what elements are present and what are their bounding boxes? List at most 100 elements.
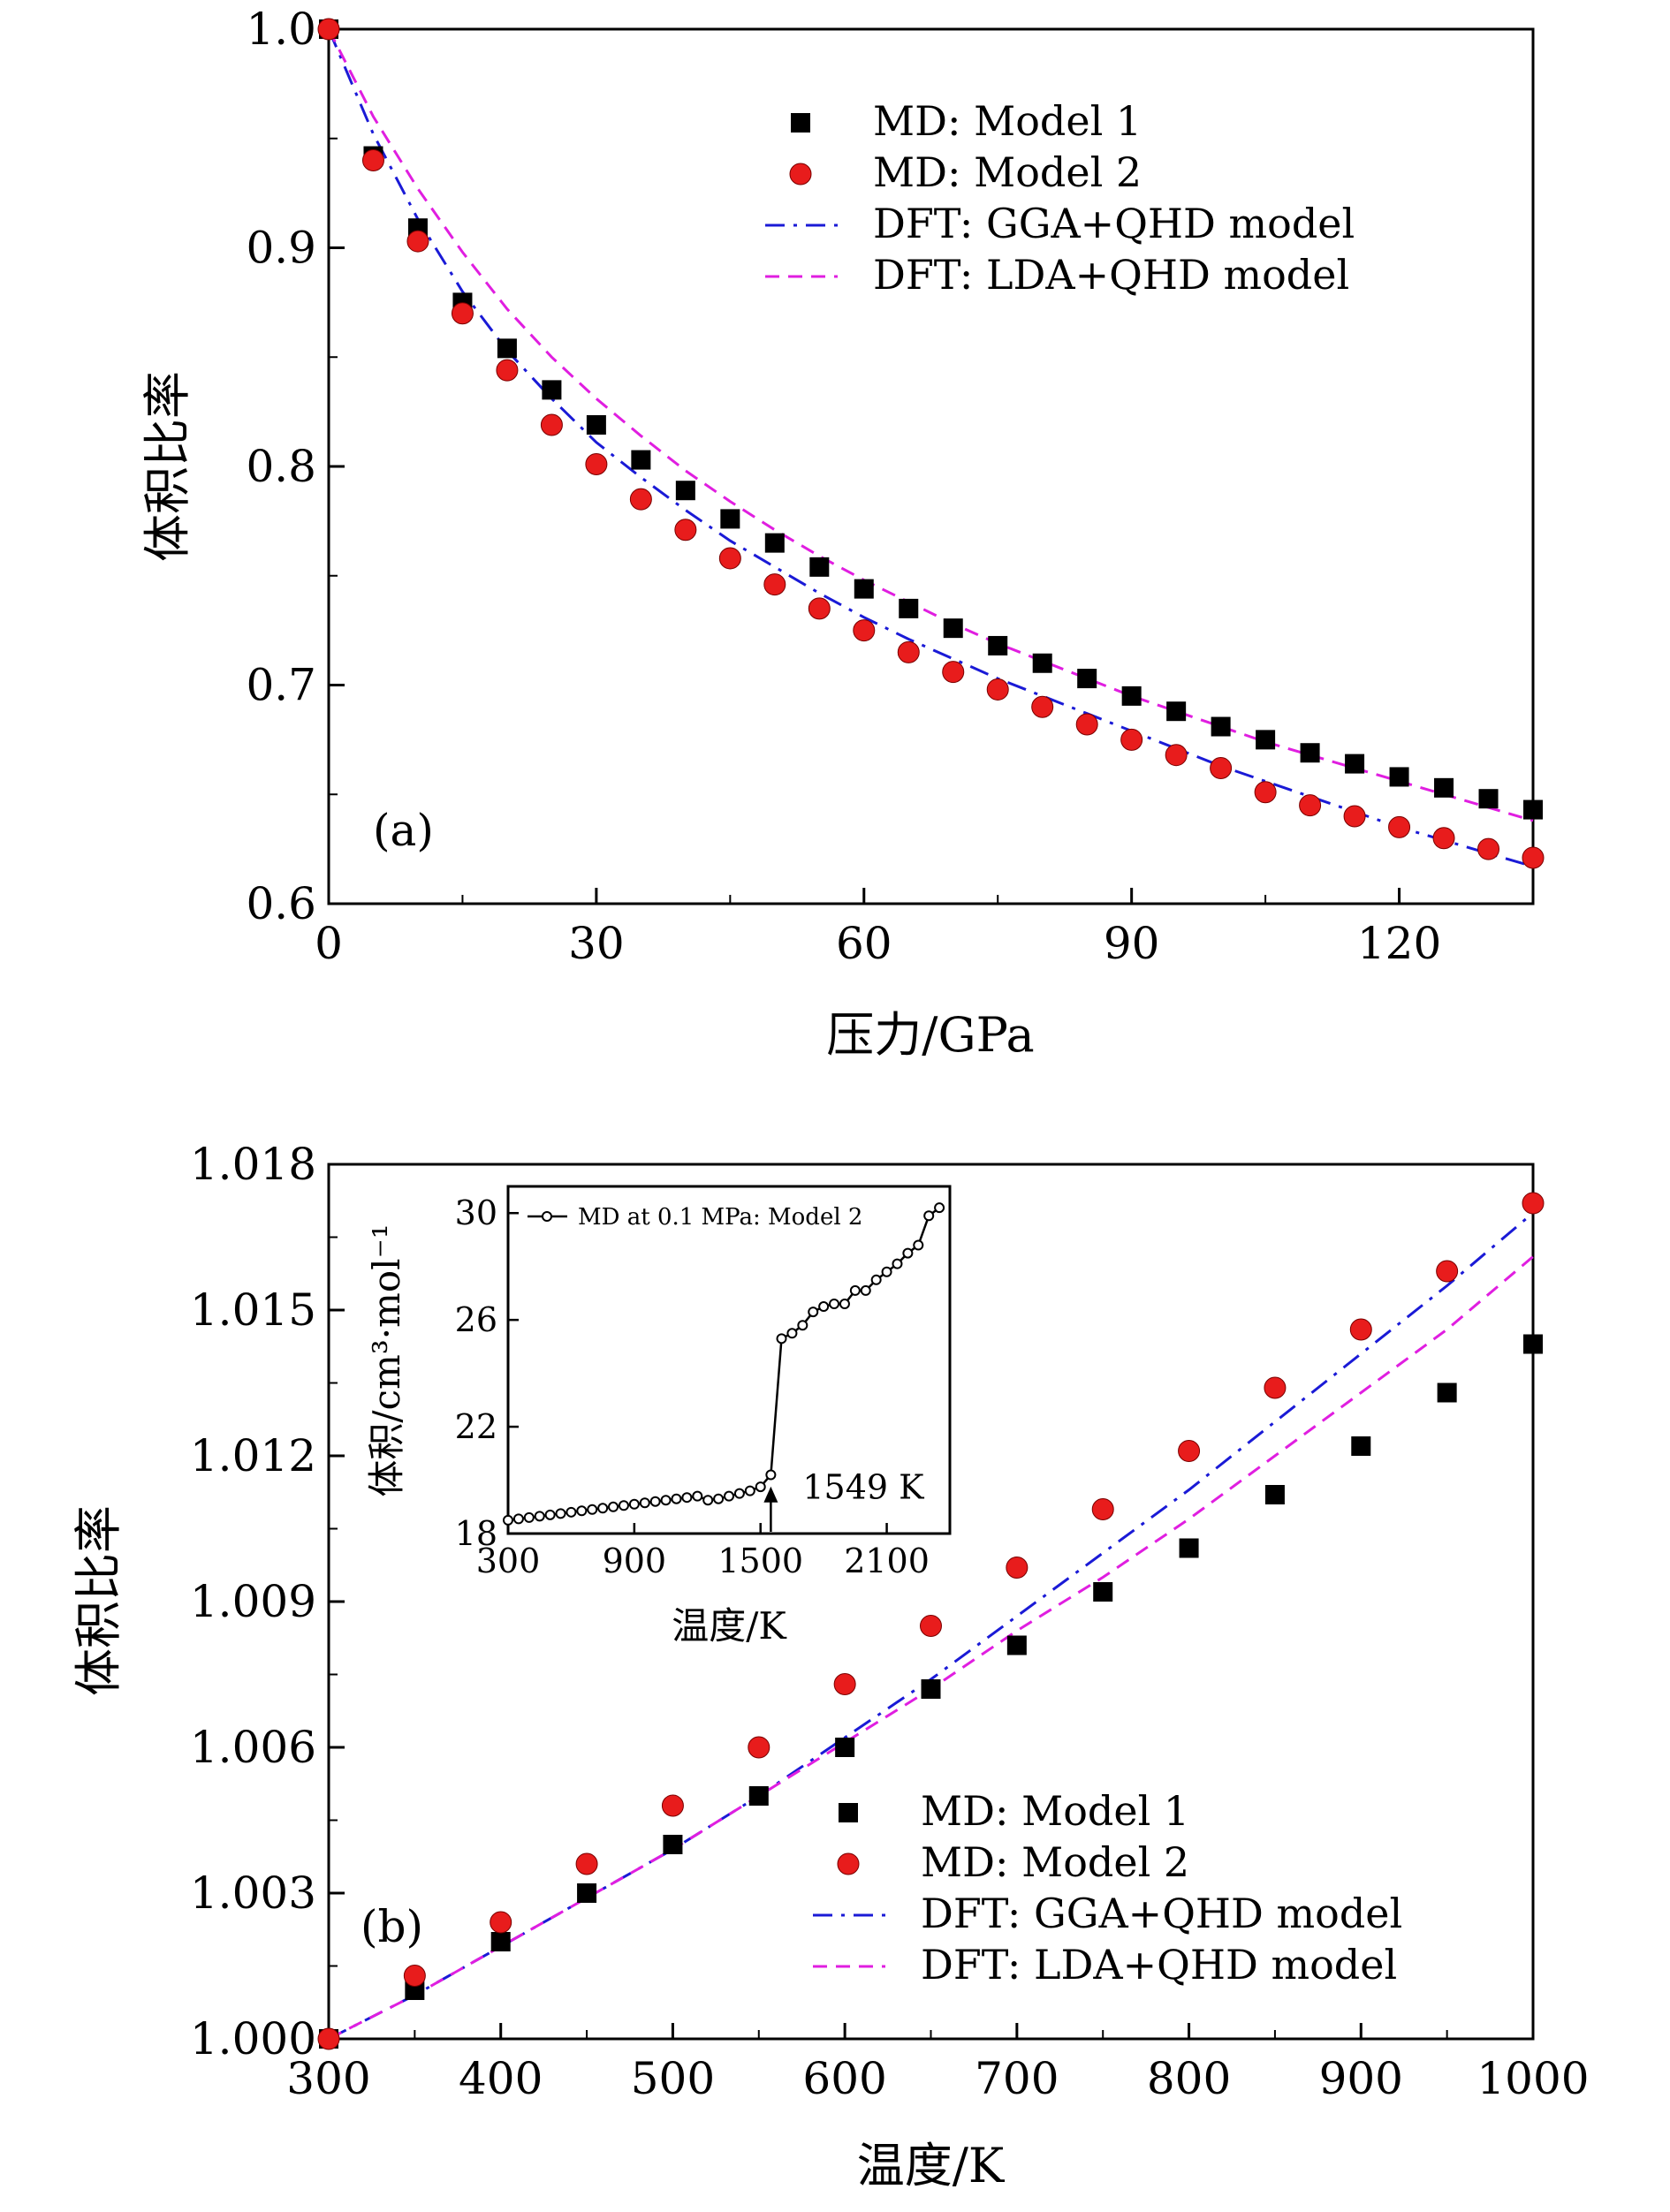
inset-x-tick-label-3: 2100 <box>844 1542 930 1580</box>
inset-series-0-point-41 <box>934 1202 945 1214</box>
b-x-tick-label-0: 300 <box>286 2053 370 2104</box>
inset-series-0-point-25 <box>765 1469 777 1481</box>
a-series-0-point-9 <box>720 509 740 529</box>
inset-annotation-label: 1549 K <box>802 1468 924 1507</box>
inset-series-0-point-19 <box>702 1495 714 1506</box>
a-series-1-point-0 <box>317 18 340 41</box>
a-series-1-point-1 <box>361 149 384 171</box>
a-series-0-point-19 <box>1166 701 1187 722</box>
inset-series-0-point-14 <box>649 1496 661 1507</box>
a-series-1-point-10 <box>763 573 786 596</box>
inset-series-0-point-6 <box>566 1506 577 1518</box>
inset-legend-label-0: MD at 0.1 MPa: Model 2 <box>578 1204 862 1231</box>
panel-b-label: (b) <box>361 1901 423 1952</box>
b-x-tick-label-4: 700 <box>975 2053 1059 2104</box>
a-series-1-point-19 <box>1165 744 1188 767</box>
inset-y-tick-label-0: 18 <box>455 1514 497 1553</box>
inset-plot-frame <box>506 1185 952 1535</box>
a-series-0-point-22 <box>1300 743 1320 763</box>
inset-x-tick-label-2: 1500 <box>717 1542 803 1580</box>
inset-series-0-point-24 <box>755 1481 766 1493</box>
inset-series-0-point-15 <box>660 1495 672 1506</box>
b-y-tick-label-0: 1.000 <box>190 2013 316 2064</box>
inset-series-0-point-4 <box>544 1509 556 1520</box>
panel-b-y-axis-title: 体积比率 <box>71 1505 126 1696</box>
inset-series-0-point-23 <box>744 1485 755 1496</box>
b-legend-swatch-1 <box>837 1852 860 1875</box>
a-series-0-point-24 <box>1389 767 1409 787</box>
b-y-tick-label-6: 1.018 <box>190 1139 316 1190</box>
a-x-tick-label-2: 60 <box>836 918 892 969</box>
inset-series-0-point-26 <box>776 1333 787 1345</box>
b-series-1-point-14 <box>1522 1192 1545 1215</box>
b-series-0-point-8 <box>1006 1635 1027 1655</box>
a-series-0-point-7 <box>631 450 651 470</box>
b-series-1-point-7 <box>920 1615 942 1637</box>
inset-series-0-point-20 <box>713 1493 725 1504</box>
inset-y-axis-title: 体积/cm³·mol⁻¹ <box>365 1223 408 1496</box>
b-y-tick-label-2: 1.006 <box>190 1722 316 1773</box>
a-series-1-point-27 <box>1522 846 1545 869</box>
panel-a-series <box>317 18 1545 869</box>
b-series-1-point-11 <box>1264 1376 1287 1399</box>
a-series-0-point-16 <box>1032 653 1052 673</box>
b-legend-label-3: DFT: LDA+QHD model <box>921 1941 1397 1989</box>
b-series-1-point-2 <box>490 1911 512 1934</box>
b-series-0-point-11 <box>1264 1485 1285 1504</box>
b-series-1-point-3 <box>575 1852 598 1875</box>
a-series-1-point-9 <box>718 547 741 570</box>
b-series-1-point-0 <box>317 2027 340 2050</box>
a-series-0-point-25 <box>1434 777 1454 798</box>
panel-b-x-axis-title: 温度/K <box>857 2138 1006 2193</box>
a-series-1-point-2 <box>406 230 429 253</box>
panel-a-chart: 0 30 60 90 120 0.6 0.7 0.8 0.9 1.0 MD: Model 1MD:… <box>140 4 1545 1063</box>
b-series-0-point-10 <box>1179 1538 1199 1558</box>
b-series-1-point-9 <box>1091 1498 1114 1520</box>
inset-series-0-point-10 <box>608 1501 619 1512</box>
inset-legend-swatch-marker <box>542 1211 552 1222</box>
b-series-1-point-10 <box>1178 1440 1201 1462</box>
a-legend-label-3: DFT: LDA+QHD model <box>873 251 1349 299</box>
inset-series-0-point-29 <box>808 1307 819 1318</box>
a-series-1-point-25 <box>1432 827 1455 850</box>
inset-annotation: 1549 K <box>763 1468 924 1532</box>
a-series-0-point-4 <box>497 338 517 359</box>
a-series-1-point-7 <box>629 488 652 511</box>
b-y-tick-label-4: 1.012 <box>190 1430 316 1481</box>
panel-b-inset-chart: 300 900 1500 2100 18 22 26 30 MD at 0.1 MPa: Mo… <box>365 1185 952 1648</box>
b-series-0-point-2 <box>490 1932 511 1951</box>
a-series-0-point-12 <box>854 579 874 599</box>
a-y-tick-label-1: 0.7 <box>246 660 316 711</box>
inset-series-0-point-35 <box>870 1274 882 1285</box>
inset-series-0-point-22 <box>733 1488 745 1499</box>
a-legend-label-0: MD: Model 1 <box>873 97 1142 145</box>
b-series-0-point-9 <box>1093 1582 1113 1602</box>
a-series-1-point-20 <box>1210 757 1233 780</box>
a-series-3-line <box>327 28 1534 822</box>
b-x-tick-label-1: 400 <box>459 2053 543 2104</box>
a-series-0-point-6 <box>586 414 606 435</box>
inset-legend: MD at 0.1 MPa: Model 2 <box>528 1204 862 1231</box>
inset-series-0-point-0 <box>503 1514 513 1526</box>
inset-series-0-point-18 <box>692 1490 703 1502</box>
a-series-1-point-23 <box>1343 805 1366 828</box>
a-series-1-point-8 <box>674 519 697 542</box>
inset-x-axis-title: 温度/K <box>672 1604 787 1648</box>
a-series-1-point-11 <box>808 597 831 620</box>
b-series-0-point-5 <box>748 1786 769 1806</box>
a-series-0-point-23 <box>1345 754 1365 774</box>
a-series-1-point-5 <box>540 413 563 436</box>
a-legend-swatch-0 <box>791 113 810 133</box>
a-series-1-point-15 <box>986 678 1009 701</box>
a-series-1-point-26 <box>1477 837 1500 860</box>
b-x-tick-label-6: 900 <box>1319 2053 1403 2104</box>
b-x-tick-label-7: 1000 <box>1476 2053 1589 2104</box>
a-legend-label-1: MD: Model 2 <box>873 148 1142 196</box>
inset-series-0-point-33 <box>849 1284 861 1296</box>
a-series-0-point-17 <box>1077 669 1097 689</box>
a-legend-swatch-1 <box>789 163 812 186</box>
inset-series-0-point-7 <box>576 1505 588 1517</box>
inset-series-0-point-3 <box>534 1511 545 1522</box>
